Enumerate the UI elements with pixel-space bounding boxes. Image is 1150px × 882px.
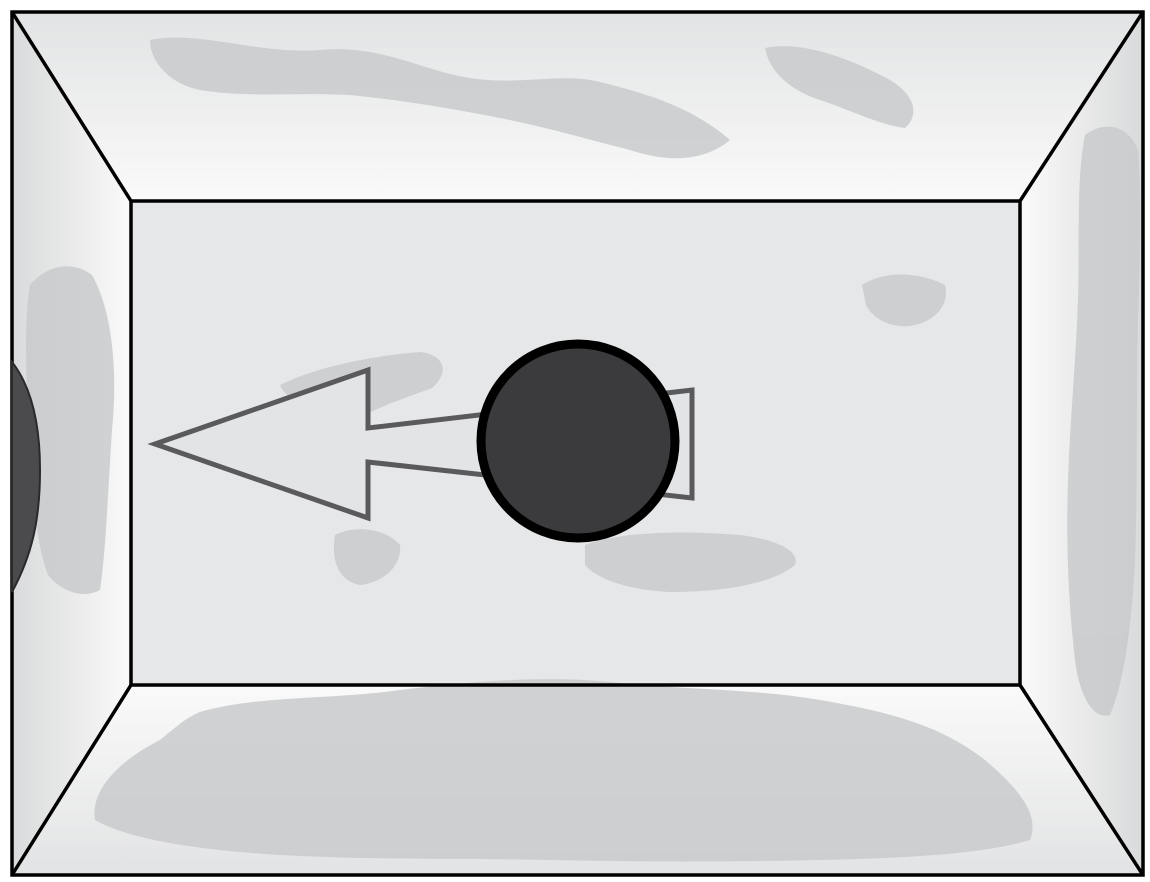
wall-dent [11,359,42,593]
ball-icon [476,339,680,543]
scuff-marks [26,37,1141,862]
